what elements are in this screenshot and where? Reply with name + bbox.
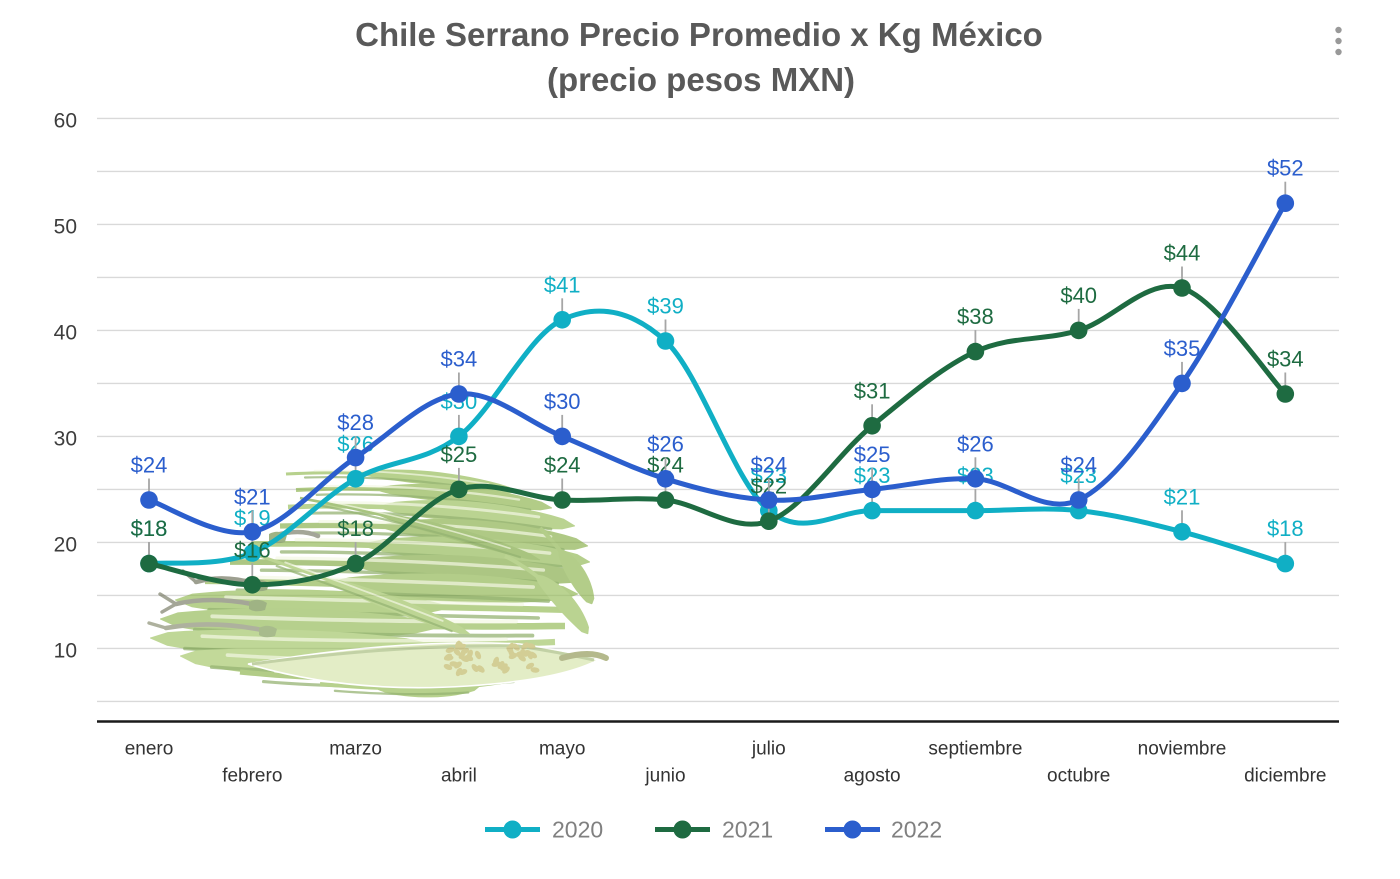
svg-text:2021: 2021 — [722, 817, 773, 843]
svg-text:$18: $18 — [337, 516, 374, 541]
svg-text:abril: abril — [441, 766, 477, 787]
svg-text:20: 20 — [54, 534, 77, 557]
svg-text:$18: $18 — [131, 516, 168, 541]
svg-text:2022: 2022 — [891, 817, 942, 843]
svg-text:$44: $44 — [1164, 241, 1201, 266]
svg-text:$24: $24 — [750, 453, 787, 478]
svg-text:$30: $30 — [544, 389, 581, 414]
svg-text:$35: $35 — [1164, 336, 1201, 361]
svg-text:60: 60 — [54, 110, 77, 133]
svg-text:$24: $24 — [1060, 453, 1097, 478]
svg-text:2020: 2020 — [552, 817, 603, 843]
svg-text:$39: $39 — [647, 294, 684, 319]
svg-text:$34: $34 — [441, 347, 478, 372]
svg-text:(precio pesos MXN): (precio pesos MXN) — [547, 61, 855, 98]
svg-text:$21: $21 — [234, 484, 271, 509]
svg-text:$40: $40 — [1060, 283, 1097, 308]
svg-text:$25: $25 — [854, 442, 891, 467]
svg-text:Chile Serrano Precio Promedio: Chile Serrano Precio Promedio x Kg Méxic… — [355, 16, 1043, 53]
svg-text:30: 30 — [54, 428, 77, 451]
svg-text:$24: $24 — [544, 453, 581, 478]
svg-text:febrero: febrero — [222, 766, 282, 787]
svg-text:noviembre: noviembre — [1138, 739, 1227, 760]
svg-text:$52: $52 — [1267, 156, 1304, 181]
svg-text:$24: $24 — [131, 453, 168, 478]
svg-text:$26: $26 — [647, 431, 684, 456]
svg-text:mayo: mayo — [539, 739, 585, 760]
svg-text:50: 50 — [54, 216, 77, 239]
svg-text:enero: enero — [125, 739, 174, 760]
svg-text:$31: $31 — [854, 378, 891, 403]
svg-text:$16: $16 — [234, 537, 271, 562]
svg-text:$25: $25 — [441, 442, 478, 467]
svg-text:$26: $26 — [957, 431, 994, 456]
svg-text:$34: $34 — [1267, 347, 1304, 372]
svg-text:$18: $18 — [131, 516, 168, 541]
svg-text:$41: $41 — [544, 272, 581, 297]
svg-text:junio: junio — [644, 766, 685, 787]
svg-text:$38: $38 — [957, 304, 994, 329]
svg-text:julio: julio — [751, 739, 786, 760]
svg-text:septiembre: septiembre — [928, 739, 1022, 760]
svg-text:agosto: agosto — [844, 766, 901, 787]
svg-text:$18: $18 — [1267, 516, 1304, 541]
svg-text:$21: $21 — [1164, 484, 1201, 509]
svg-text:$28: $28 — [337, 410, 374, 435]
svg-text:10: 10 — [54, 640, 77, 663]
svg-text:octubre: octubre — [1047, 766, 1110, 787]
svg-text:diciembre: diciembre — [1244, 766, 1326, 787]
svg-text:marzo: marzo — [329, 739, 382, 760]
svg-text:40: 40 — [54, 322, 77, 345]
